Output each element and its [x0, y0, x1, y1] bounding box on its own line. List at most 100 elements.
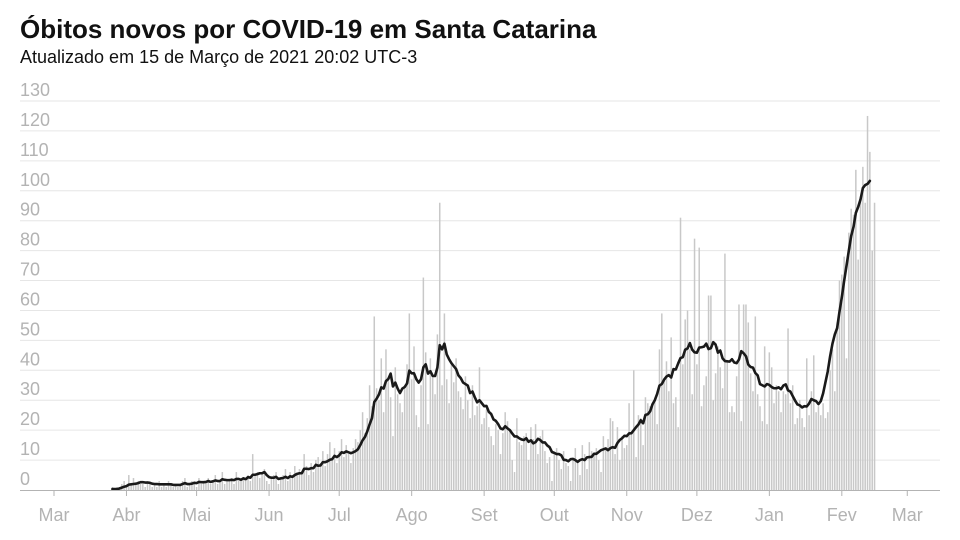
daily-deaths-bar	[261, 472, 263, 490]
daily-deaths-bar	[859, 196, 862, 490]
daily-deaths-bar	[380, 358, 383, 490]
daily-deaths-bar	[813, 355, 815, 490]
daily-deaths-bar	[163, 484, 165, 490]
daily-deaths-bar	[172, 487, 174, 490]
daily-deaths-bar	[387, 379, 390, 490]
daily-deaths-bar	[738, 304, 740, 490]
daily-deaths-bar	[614, 454, 616, 490]
daily-deaths-bar	[642, 445, 644, 490]
daily-deaths-bar	[181, 481, 184, 490]
daily-deaths-bar	[763, 346, 766, 490]
daily-deaths-bar	[586, 469, 588, 490]
daily-deaths-bar	[263, 469, 266, 490]
daily-deaths-bar	[714, 373, 717, 490]
daily-deaths-bar	[665, 361, 668, 490]
daily-deaths-bar	[424, 352, 427, 490]
daily-deaths-bar	[513, 472, 516, 490]
daily-deaths-bar	[322, 451, 324, 490]
daily-deaths-bar	[682, 364, 684, 490]
daily-deaths-bar	[546, 463, 549, 490]
daily-deaths-bar	[462, 409, 464, 490]
daily-deaths-bar	[378, 400, 380, 490]
daily-deaths-bar	[305, 466, 308, 490]
daily-deaths-bar	[429, 358, 432, 490]
daily-deaths-bar	[857, 259, 859, 490]
daily-deaths-bar	[247, 475, 249, 490]
daily-deaths-bar	[214, 475, 217, 490]
daily-deaths-bar	[541, 430, 544, 490]
daily-deaths-bar	[273, 475, 275, 490]
daily-deaths-bar	[382, 412, 385, 490]
daily-deaths-bar	[506, 421, 509, 490]
daily-deaths-bar	[618, 460, 621, 490]
daily-deaths-bar	[607, 439, 609, 490]
daily-deaths-bar	[303, 454, 305, 490]
y-tick-label: 40	[20, 349, 40, 369]
daily-deaths-bar	[464, 376, 467, 490]
daily-deaths-bar	[149, 484, 151, 490]
daily-deaths-bar	[403, 388, 406, 490]
y-tick-label: 120	[20, 110, 50, 130]
daily-deaths-bar	[336, 463, 338, 490]
daily-deaths-bar	[422, 277, 425, 490]
daily-deaths-bar	[775, 385, 778, 490]
daily-deaths-bar	[434, 394, 436, 490]
daily-deaths-bar	[170, 484, 172, 490]
daily-deaths-bar	[677, 427, 679, 490]
daily-deaths-bar	[223, 484, 226, 490]
daily-deaths-bar	[357, 442, 359, 490]
daily-deaths-bar	[364, 433, 366, 490]
daily-deaths-bar	[221, 472, 224, 490]
daily-deaths-bar	[389, 397, 392, 490]
daily-deaths-bar	[658, 349, 661, 490]
daily-deaths-bar	[139, 484, 142, 490]
daily-deaths-bar	[803, 427, 806, 490]
daily-deaths-bar	[817, 406, 820, 490]
daily-deaths-bar	[516, 418, 518, 490]
daily-deaths-bar	[277, 484, 280, 490]
moving-average-line	[111, 179, 872, 491]
daily-deaths-bar	[852, 214, 855, 490]
daily-deaths-bar	[684, 319, 686, 490]
daily-deaths-bar	[310, 463, 312, 490]
daily-deaths-bar	[417, 427, 420, 490]
y-axis-labels: 0 10 20 30 40 50 60 70 80 90 100 110 120 130	[20, 80, 50, 489]
daily-deaths-bar	[551, 481, 553, 490]
daily-deaths-bar	[474, 415, 476, 490]
daily-deaths-bar	[675, 397, 677, 490]
daily-deaths-bar	[265, 481, 268, 490]
daily-deaths-bar	[523, 436, 525, 490]
daily-deaths-bar	[165, 487, 167, 490]
daily-deaths-bar	[368, 385, 371, 490]
daily-deaths-bar	[796, 418, 799, 490]
daily-deaths-bar	[443, 313, 446, 490]
daily-deaths-bar	[798, 400, 801, 490]
daily-deaths-bar	[329, 442, 331, 490]
daily-deaths-bar	[553, 454, 556, 490]
daily-deaths-bar	[156, 487, 158, 490]
daily-deaths-bar	[198, 478, 200, 490]
daily-deaths-bar	[544, 451, 546, 490]
daily-deaths-bar	[635, 457, 637, 490]
x-tick-label: Nov	[611, 505, 643, 525]
daily-deaths-bar	[862, 166, 864, 490]
daily-deaths-bar	[340, 439, 343, 490]
daily-deaths-bar	[663, 379, 665, 490]
x-tick-label: Ago	[396, 505, 428, 525]
daily-deaths-bar	[202, 481, 205, 490]
y-tick-label: 130	[20, 80, 50, 100]
daily-deaths-bar	[827, 412, 829, 490]
daily-deaths-bar	[410, 379, 413, 490]
daily-deaths-bar	[497, 430, 499, 490]
daily-deaths-bar	[212, 481, 214, 490]
daily-deaths-bar	[661, 313, 663, 490]
daily-deaths-bar	[824, 418, 827, 490]
daily-deaths-bar	[871, 250, 873, 490]
x-tick-label: Set	[471, 505, 498, 525]
daily-deaths-bar	[866, 115, 869, 491]
daily-deaths-bar	[616, 427, 619, 490]
daily-deaths-bar	[691, 394, 693, 490]
daily-deaths-bar	[787, 328, 789, 490]
daily-deaths-bar	[583, 454, 586, 490]
